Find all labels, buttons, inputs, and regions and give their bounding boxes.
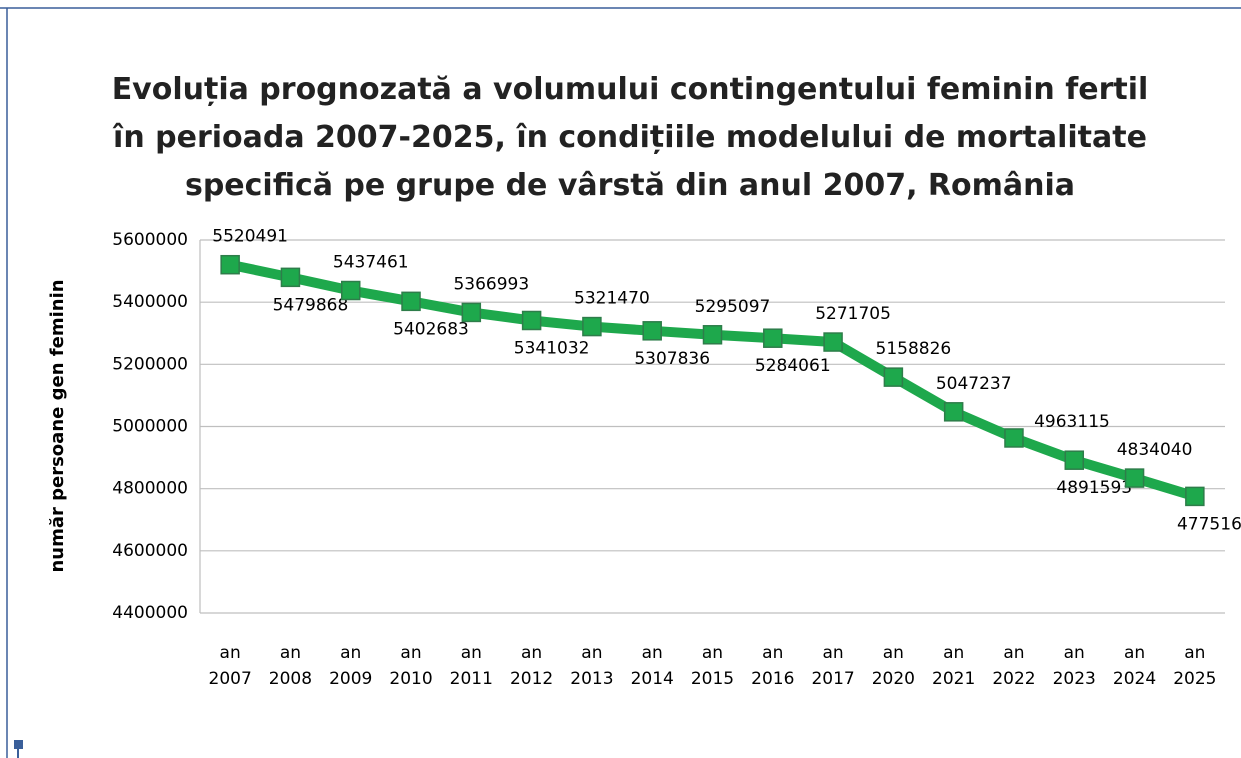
marker: [1124, 468, 1145, 488]
data-label: 5284061: [755, 356, 831, 376]
marker: [642, 321, 662, 341]
x-tick-label: an 2012: [509, 643, 554, 689]
data-label: 5437461: [333, 253, 409, 273]
data-label: 4963115: [1034, 412, 1110, 432]
marker: [521, 310, 542, 331]
x-tick-label: an 2021: [932, 643, 976, 689]
x-tick-label: an 2025: [1173, 643, 1217, 689]
x-tick-label: an 2013: [570, 643, 614, 689]
marker: [280, 267, 301, 288]
corner-marker: [14, 740, 23, 749]
chart-title: în perioada 2007-2025, în condițiile mod…: [113, 120, 1147, 155]
marker: [220, 254, 240, 275]
y-tick-label: 4800000: [112, 479, 188, 499]
data-label: 5321470: [574, 289, 650, 309]
marker: [823, 332, 843, 352]
data-label: 5479868: [273, 295, 349, 315]
data-label: 5402683: [393, 319, 469, 339]
x-tick-label: an 2011: [449, 643, 493, 689]
x-tick-label: an 2007: [208, 643, 252, 689]
x-tick-label: an 2015: [690, 643, 735, 689]
marker: [883, 367, 904, 387]
data-label: 5295097: [695, 297, 771, 317]
x-tick-label: an 2009: [329, 643, 373, 689]
y-tick-label: 5400000: [112, 292, 188, 312]
x-tick-label: an 2010: [389, 643, 433, 689]
marker: [1064, 450, 1085, 470]
chart-title: Evoluția prognozată a volumului continge…: [111, 72, 1149, 107]
data-label: 5047237: [936, 374, 1012, 394]
marker: [702, 325, 723, 345]
x-tick-label: an 2017: [811, 643, 855, 689]
data-label: 5520491: [212, 227, 288, 247]
data-label: 4891593: [1056, 478, 1132, 498]
x-tick-label: an 2023: [1052, 643, 1096, 689]
chart-title: specifică pe grupe de vârstă din anul 20…: [184, 168, 1076, 203]
marker: [582, 316, 602, 337]
x-tick-label: an 2022: [992, 643, 1036, 689]
marker: [943, 402, 964, 422]
marker: [1185, 486, 1205, 507]
y-tick-label: 4600000: [112, 541, 188, 561]
y-axis-title: număr persoane gen feminin: [47, 279, 68, 572]
marker: [1004, 428, 1024, 448]
y-tick-label: 4400000: [112, 603, 188, 623]
y-tick-label: 5000000: [112, 417, 188, 437]
marker: [763, 328, 783, 348]
marker: [401, 291, 421, 312]
data-label: 5158826: [876, 339, 952, 359]
data-label: 5341032: [514, 338, 590, 358]
x-tick-label: an 2016: [751, 643, 795, 689]
data-label: 4834040: [1117, 440, 1193, 460]
marker: [340, 280, 361, 301]
data-label: 5366993: [453, 274, 529, 294]
x-tick-label: an 2014: [630, 643, 674, 689]
data-label: 5271705: [815, 304, 891, 324]
x-tick-label: an 2020: [871, 643, 915, 689]
x-tick-label: an 2008: [268, 643, 313, 689]
marker: [461, 302, 482, 323]
data-label: 5307836: [634, 349, 710, 369]
y-tick-label: 5600000: [112, 230, 188, 250]
data-label: 4775162: [1177, 514, 1241, 534]
y-tick-label: 5200000: [112, 354, 188, 374]
x-tick-label: an 2024: [1112, 643, 1157, 689]
